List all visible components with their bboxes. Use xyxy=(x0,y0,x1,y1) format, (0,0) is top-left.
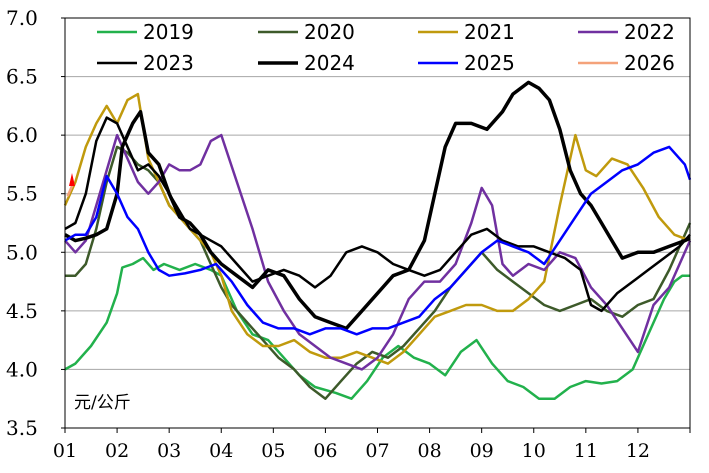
series-line-2024 xyxy=(64,80,691,331)
series-line-2019 xyxy=(64,256,690,400)
series-line-2021 xyxy=(63,92,691,365)
plot-frame xyxy=(64,17,691,429)
legend-label-2026: 2026 xyxy=(624,51,675,75)
y-tick-label-6: 6.5 xyxy=(6,65,38,89)
unit-label: 元/公斤 xyxy=(74,393,131,413)
axis-ticks: 3.5 4.0 4.5 5.0 5.5 6.0 6.5 7.0 01 02 03 04 05 06 07 08… xyxy=(6,6,691,462)
grid-lines xyxy=(65,76,690,370)
series-line-2026 xyxy=(66,183,74,197)
x-tick-label-12: 12 xyxy=(626,440,650,462)
y-tick-label-1: 4.0 xyxy=(6,357,38,381)
legend-label-2024: 2024 xyxy=(304,51,355,75)
x-tick-label-10: 10 xyxy=(522,440,546,462)
x-tick-label-05: 05 xyxy=(261,440,285,462)
x-tick-label-11: 11 xyxy=(574,440,598,462)
series-line-2025 xyxy=(64,145,692,336)
series-lines xyxy=(63,80,692,400)
x-tick-label-07: 07 xyxy=(365,440,389,462)
legend-label-2023: 2023 xyxy=(143,51,194,75)
legend-label-2020: 2020 xyxy=(304,20,355,44)
y-tick-label-4: 5.5 xyxy=(6,182,38,206)
x-tick-label-06: 06 xyxy=(313,440,337,462)
series-line-2020 xyxy=(65,145,692,400)
legend-label-2025: 2025 xyxy=(464,51,515,75)
x-tick-label-03: 03 xyxy=(157,440,181,462)
series-line-2022 xyxy=(64,133,692,371)
y-tick-label-5: 6.0 xyxy=(6,123,38,147)
y-tick-label-7: 7.0 xyxy=(6,6,38,30)
red-marker xyxy=(69,173,75,186)
legend: 2019 2020 2021 2022 2023 2024 2025 2026 xyxy=(97,20,675,75)
x-tick-label-02: 02 xyxy=(105,440,129,462)
y-tick-label-2: 4.5 xyxy=(6,299,38,323)
x-tick-label-08: 08 xyxy=(417,440,441,462)
x-tick-label-04: 04 xyxy=(209,440,233,462)
x-tick-label-01: 01 xyxy=(53,440,77,462)
y-tick-label-0: 3.5 xyxy=(6,416,38,440)
legend-label-2022: 2022 xyxy=(624,20,675,44)
x-tick-label-09: 09 xyxy=(470,440,494,462)
y-tick-label-3: 5.0 xyxy=(6,240,38,264)
legend-label-2019: 2019 xyxy=(143,20,194,44)
series-line-2023 xyxy=(64,116,691,313)
legend-label-2021: 2021 xyxy=(464,20,515,44)
